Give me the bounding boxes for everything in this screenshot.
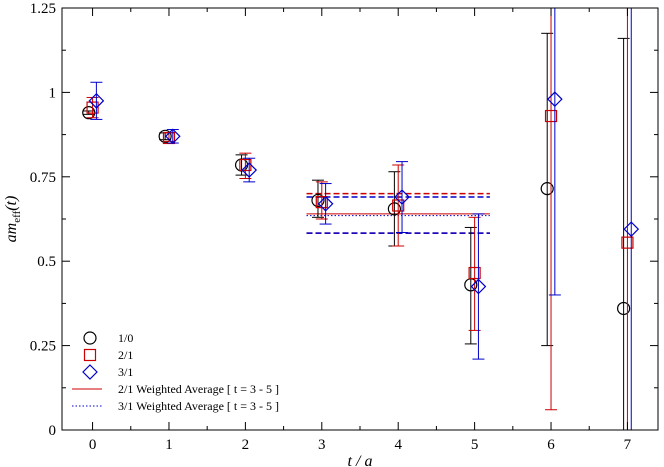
x-tick-label: 5	[471, 437, 479, 453]
legend-marker	[82, 364, 98, 380]
y-axis-label: ameff(t)	[3, 196, 23, 243]
x-tick-label: 3	[318, 437, 326, 453]
data-point	[546, 91, 563, 108]
data-point	[394, 189, 410, 205]
legend-label: 1/0	[118, 331, 133, 345]
x-tick-label: 2	[242, 437, 250, 453]
y-tick-label: 0.5	[37, 254, 56, 270]
legend-label: 2/1 Weighted Average [ t = 3 - 5 ]	[118, 382, 279, 396]
x-tick-label: 1	[165, 437, 173, 453]
y-axis-label-base: am	[3, 223, 20, 243]
data-point	[241, 162, 258, 178]
y-axis-label-sub: eff	[11, 210, 23, 222]
plot-content	[82, 8, 640, 430]
data-point	[468, 266, 481, 280]
plot-layer	[82, 8, 640, 430]
y-tick-label: 0	[49, 423, 57, 439]
x-tick-label: 6	[547, 437, 555, 453]
series-1-0	[82, 32, 631, 430]
legend-marker	[83, 348, 97, 362]
x-tick-label: 0	[89, 437, 97, 453]
x-axis-label: t / a	[348, 453, 373, 467]
legend-label: 3/1	[118, 365, 133, 379]
y-tick-label: 1.25	[30, 1, 56, 17]
legend: 1/0 2/1 3/1 2/1 Weighted Average [ t = 3 - …	[72, 331, 279, 413]
plot-frame	[61, 7, 659, 431]
data-point	[470, 278, 487, 295]
legend-label: 3/1 Weighted Average [ t = 3 - 5 ]	[118, 399, 279, 413]
data-point	[623, 221, 640, 237]
data-point	[311, 193, 325, 208]
data-point	[387, 202, 401, 216]
y-tick-label: 0.25	[30, 339, 56, 355]
data-point	[617, 301, 631, 316]
y-tick-label: 0.75	[30, 170, 56, 186]
y-tick-label: 1	[49, 85, 57, 101]
legend-label: 2/1	[118, 348, 133, 362]
x-tick-label: 4	[394, 437, 402, 453]
legend-marker	[83, 331, 97, 345]
data-point	[164, 128, 181, 145]
data-point	[86, 101, 99, 114]
x-tick-label: 7	[624, 437, 632, 453]
data-point	[158, 129, 172, 143]
data-point	[621, 236, 634, 249]
data-point	[540, 182, 554, 196]
series-3-1	[88, 8, 640, 430]
data-point	[88, 92, 105, 109]
y-axis-label-arg: (t)	[3, 196, 20, 211]
series-2-1	[86, 8, 634, 430]
data-point	[544, 109, 558, 123]
data-point	[317, 195, 334, 212]
axes-layer: 0 1 2 3 4 5 6 7 0 0.25 0.5 0.75 1 1.25	[30, 1, 658, 453]
